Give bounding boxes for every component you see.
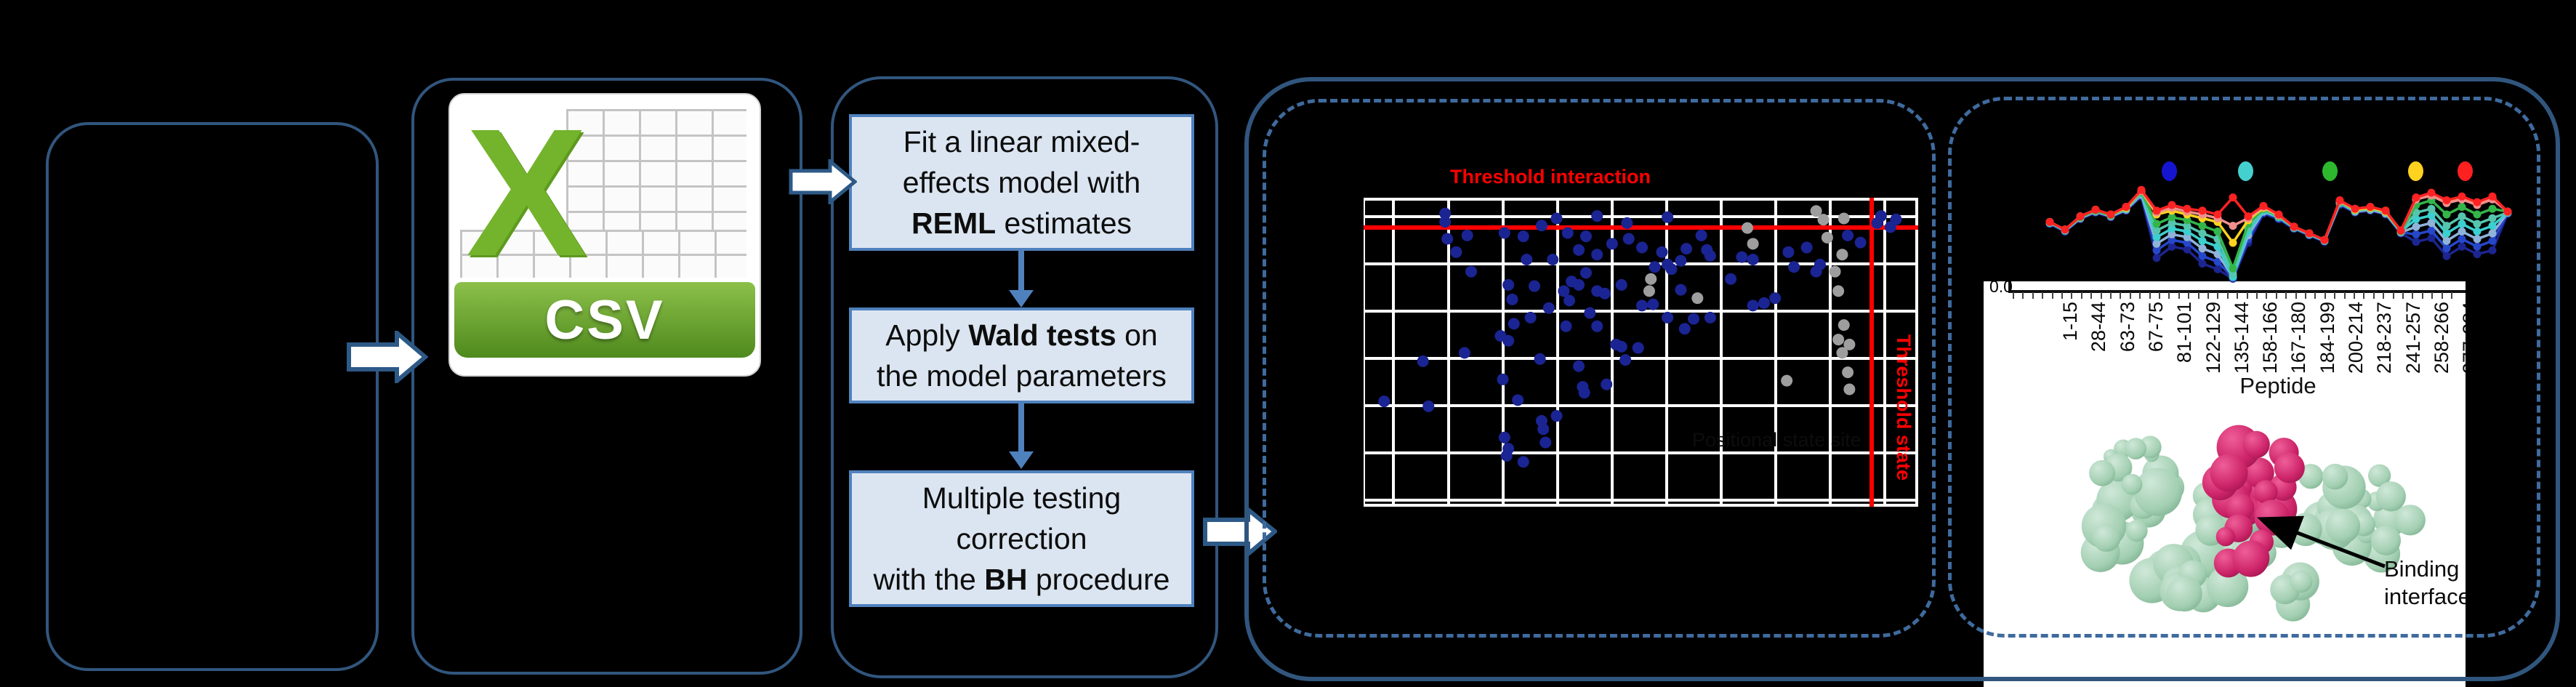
x-axis-tick <box>2207 292 2209 299</box>
panel-statistics-flow <box>831 76 1218 678</box>
x-axis-tick <box>2120 292 2122 299</box>
x-axis-tick <box>2343 292 2346 299</box>
x-axis-tick <box>2051 292 2053 299</box>
y-axis-tick-label: 0.0 <box>1989 281 2013 296</box>
threshold-state-label: Threshold state <box>1893 334 1915 481</box>
protein-structure-image <box>2080 425 2426 622</box>
x-axis-tick <box>2383 292 2385 299</box>
flow-box-reml: Fit a linear mixed- effects model with R… <box>849 114 1194 251</box>
x-axis-tick <box>2032 292 2034 299</box>
arrow-flow-to-results <box>1203 507 1277 556</box>
x-axis-tick <box>2266 292 2268 299</box>
spreadsheet-grid-icon <box>566 109 746 234</box>
x-axis-tick <box>2022 292 2024 299</box>
flow-connector-1 <box>1018 251 1024 292</box>
flow-box1-reml: REML <box>911 206 997 240</box>
x-axis-tick <box>2197 292 2199 299</box>
scatter-plot: Positional state site <box>1364 198 1918 507</box>
y-axis-stub <box>2008 281 2011 293</box>
scatter-faint-label: Positional state site <box>1692 429 1861 451</box>
x-axis-tick <box>2354 292 2355 299</box>
x-axis-tick <box>2372 292 2375 299</box>
x-axis-tick <box>2080 292 2082 299</box>
arrow-csv-to-flow <box>789 159 857 204</box>
threshold-interaction-label: Threshold interaction <box>1450 166 1651 188</box>
excel-x-glyph: X <box>466 91 587 294</box>
x-axis-tick <box>2149 292 2151 299</box>
flow-box1-line1: Fit a linear mixed- <box>903 125 1140 158</box>
x-axis-tick <box>2275 292 2277 299</box>
x-axis-tick <box>2324 292 2326 299</box>
x-axis-tick <box>2314 292 2317 299</box>
flow-connector-1-head <box>1009 290 1034 308</box>
x-axis-tick <box>2412 292 2414 299</box>
flow-box-bh: Multiple testing correction with the BH … <box>849 470 1194 607</box>
flow-connector-2-head <box>1009 451 1034 469</box>
csv-label: CSV <box>544 289 665 351</box>
legend-dot-1 <box>2162 161 2177 181</box>
x-axis-tick <box>2402 292 2404 299</box>
x-axis-tick <box>2421 292 2423 299</box>
x-axis-tick <box>2061 292 2063 299</box>
csv-file-icon: X CSV <box>448 93 761 377</box>
panel-csv <box>411 78 802 675</box>
flow-connector-2 <box>1018 403 1024 453</box>
scatter-plot-canvas <box>1364 198 1918 507</box>
x-axis-title: Peptide <box>2239 373 2317 398</box>
x-axis-tick <box>2226 292 2229 299</box>
x-axis-tick <box>2159 292 2160 299</box>
x-axis-tick <box>2100 292 2102 299</box>
x-axis-tick <box>2295 292 2297 299</box>
x-axis-tick <box>2110 292 2112 299</box>
csv-banner: CSV <box>454 282 755 358</box>
spreadsheet-grid-small-icon <box>460 230 746 278</box>
x-axis-tick <box>2217 292 2219 299</box>
flow-box3-line2: correction <box>956 522 1087 555</box>
flow-box-wald: Apply Wald tests on the model parameters <box>849 308 1194 403</box>
x-axis-tick <box>2305 292 2306 299</box>
x-axis-tick <box>2256 292 2258 299</box>
panel-input <box>46 122 379 671</box>
x-axis-tick <box>2441 292 2443 299</box>
x-axis-tick <box>2334 292 2336 299</box>
x-axis-tick <box>2168 292 2170 299</box>
binding-interface-arrow <box>2256 515 2386 569</box>
legend-dot-4 <box>2408 161 2423 181</box>
flow-box3-bh: BH <box>984 563 1028 596</box>
flow-box2-line2: the model parameters <box>877 359 1167 393</box>
uptake-figure-card: 0.0 1-15 28-44 63-73 67-75 81-101 122-129 135-… <box>1984 281 2466 687</box>
x-axis-tick <box>2451 292 2452 299</box>
flow-box3-line1: Multiple testing <box>922 481 1122 515</box>
x-axis-tick <box>2129 292 2131 299</box>
x-axis-tick <box>2013 292 2014 299</box>
x-axis-tick <box>2071 292 2073 299</box>
x-axis-tick <box>2139 292 2141 299</box>
x-axis-tick <box>2042 292 2044 299</box>
x-axis-tick <box>2237 292 2239 299</box>
legend-dot-3 <box>2322 161 2338 181</box>
legend-dot-5 <box>2458 161 2473 181</box>
x-axis-line <box>2008 290 2466 293</box>
flow-box1-line2: effects model with <box>902 166 1141 199</box>
flow-box2-wald: Wald tests <box>968 318 1116 352</box>
x-axis-tick <box>2285 292 2287 299</box>
x-axis-tick <box>2178 292 2180 299</box>
uptake-line-chart <box>2045 185 2512 283</box>
binding-interface-label: Binding interface <box>2384 556 2466 609</box>
x-axis-tick <box>2246 292 2248 299</box>
x-axis-tick <box>2188 292 2190 299</box>
x-axis-tick <box>2363 292 2365 299</box>
arrow-panel1-to-panel2 <box>347 331 428 383</box>
x-axis-tick <box>2090 292 2093 299</box>
legend-dot-2 <box>2238 161 2253 181</box>
x-axis-tick <box>2392 292 2394 299</box>
x-axis-tick <box>2431 292 2434 299</box>
